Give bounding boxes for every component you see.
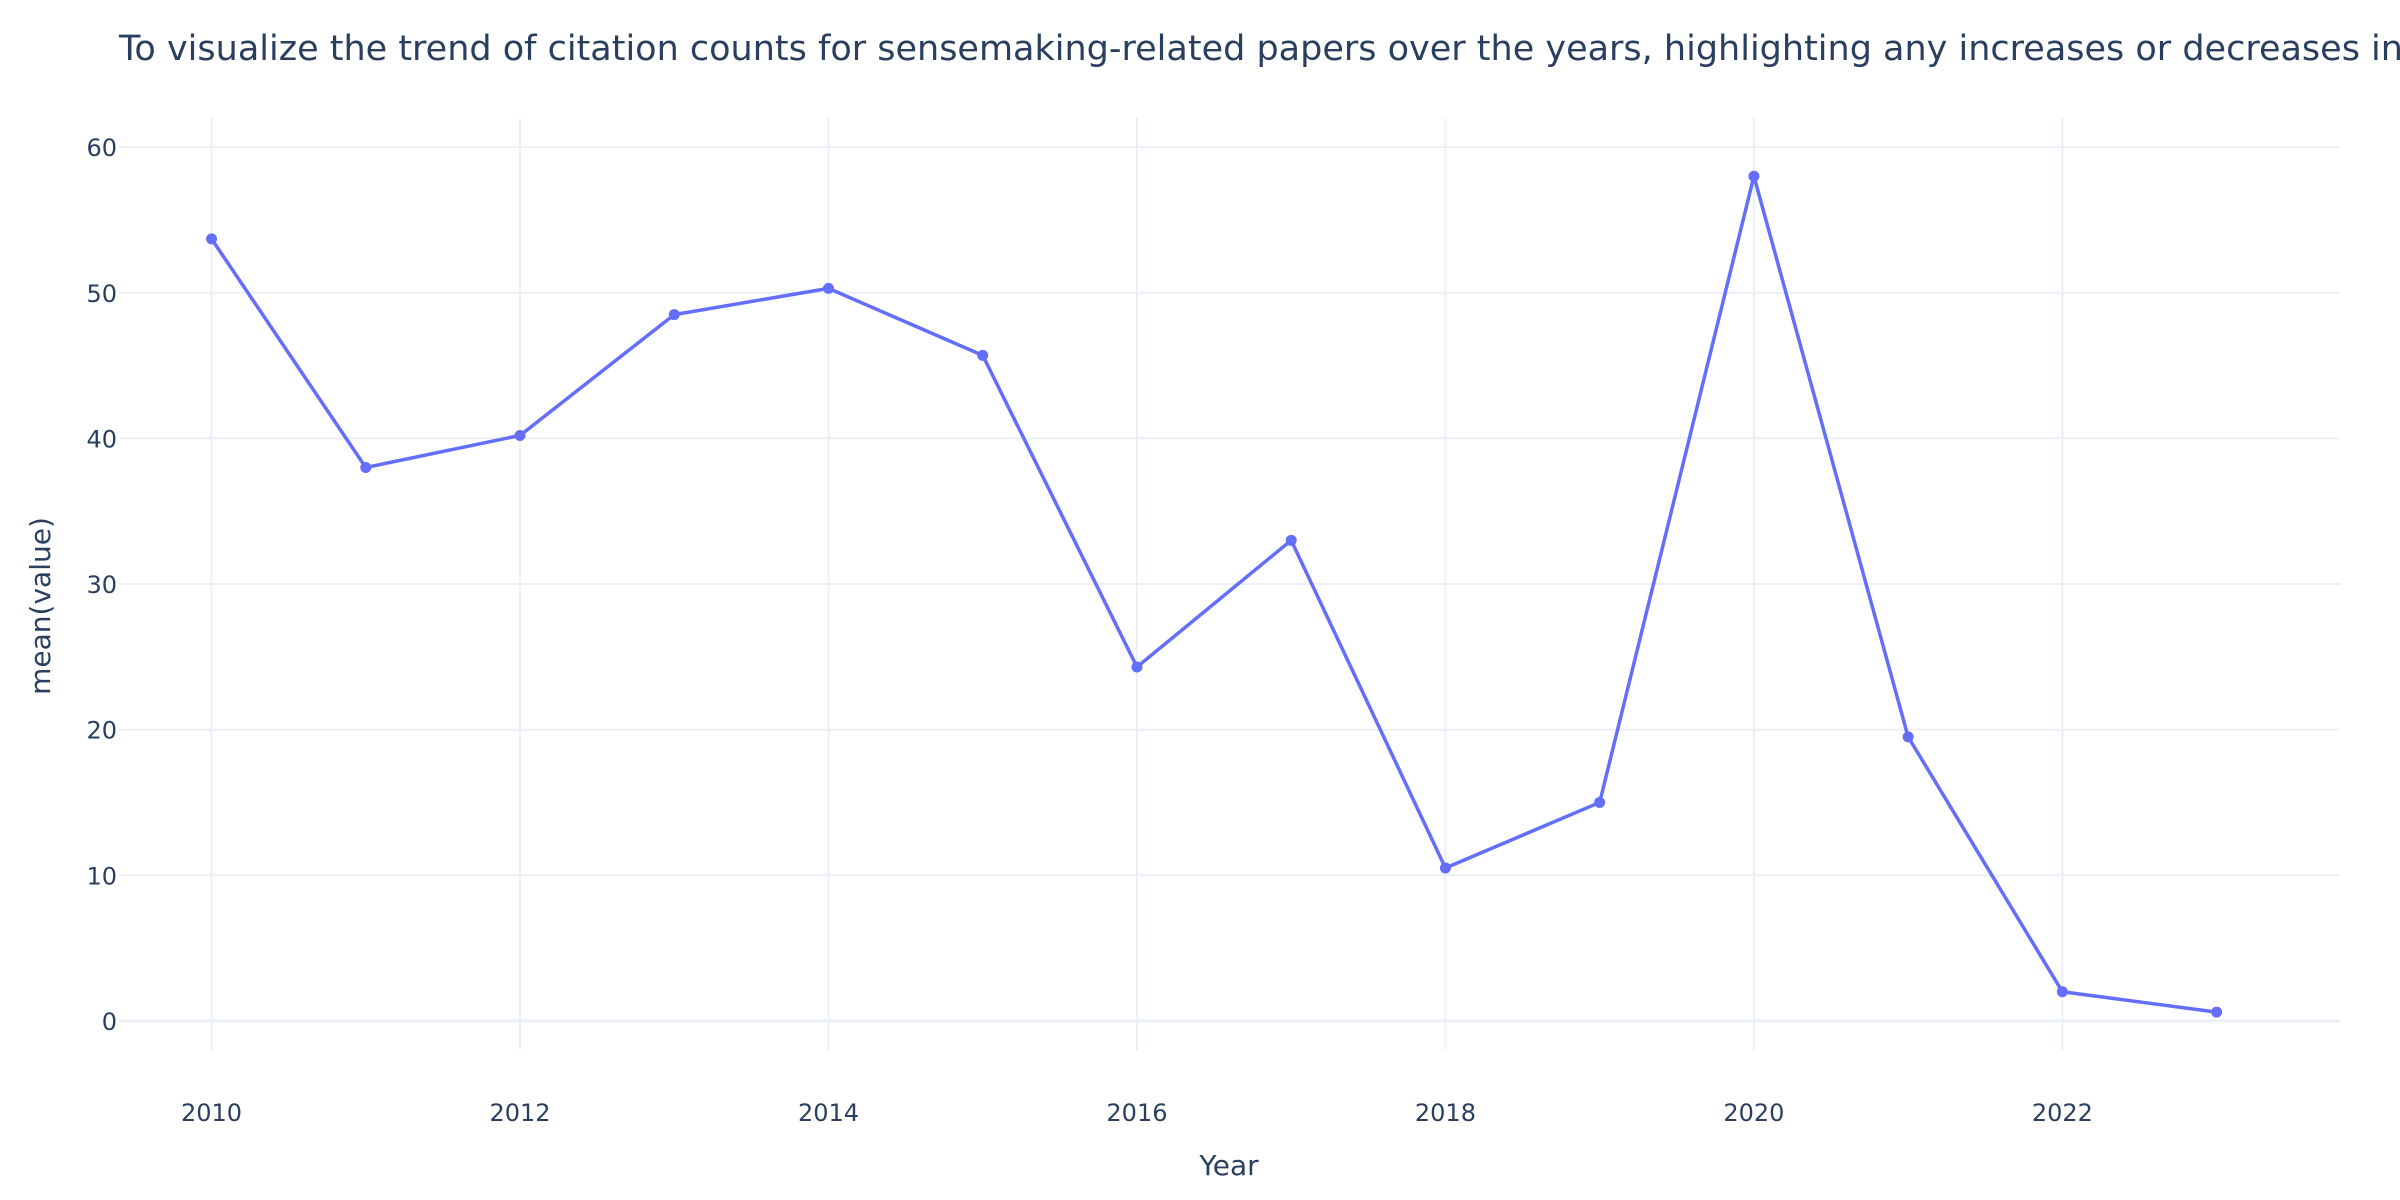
data-point[interactable] [1439, 862, 1451, 874]
x-tick-label: 2014 [798, 1099, 859, 1127]
data-point[interactable] [2056, 986, 2068, 998]
data-point[interactable] [2211, 1006, 2223, 1018]
x-tick-label: 2018 [1415, 1099, 1476, 1127]
data-point[interactable] [822, 282, 834, 294]
x-axis-tick-labels: 2010 2012 2014 2016 2018 2020 2022 [181, 1099, 2093, 1127]
data-point[interactable] [1285, 534, 1297, 546]
y-axis-tick-labels: 0 10 20 30 40 50 60 [86, 134, 117, 1036]
y-tick-label: 60 [86, 134, 117, 162]
x-tick-label: 2022 [2032, 1099, 2093, 1127]
y-tick-label: 50 [86, 280, 117, 308]
x-tick-label: 2010 [181, 1099, 242, 1127]
y-gridlines [119, 146, 2340, 1023]
data-point[interactable] [668, 309, 680, 321]
x-tick-label: 2016 [1106, 1099, 1167, 1127]
x-tick-label: 2012 [489, 1099, 550, 1127]
y-tick-label: 30 [86, 571, 117, 599]
y-tick-label: 20 [86, 717, 117, 745]
y-tick-label: 10 [86, 862, 117, 890]
data-point[interactable] [360, 462, 372, 473]
data-point[interactable] [1902, 731, 1914, 743]
y-axis-title: mean(value) [24, 517, 57, 695]
data-point[interactable] [514, 429, 526, 441]
data-point[interactable] [1131, 661, 1143, 673]
x-axis-title: Year [1198, 1149, 1259, 1182]
series-layer [206, 170, 2223, 1018]
y-tick-label: 40 [86, 425, 117, 453]
data-point[interactable] [977, 349, 989, 361]
data-point[interactable] [206, 233, 218, 245]
data-point[interactable] [1594, 796, 1606, 808]
y-tick-label: 0 [102, 1008, 117, 1036]
data-point[interactable] [1748, 170, 1760, 182]
x-tick-label: 2020 [1723, 1099, 1784, 1127]
series-line [210, 174, 2217, 1014]
chart-title: To visualize the trend of citation count… [118, 29, 2400, 69]
